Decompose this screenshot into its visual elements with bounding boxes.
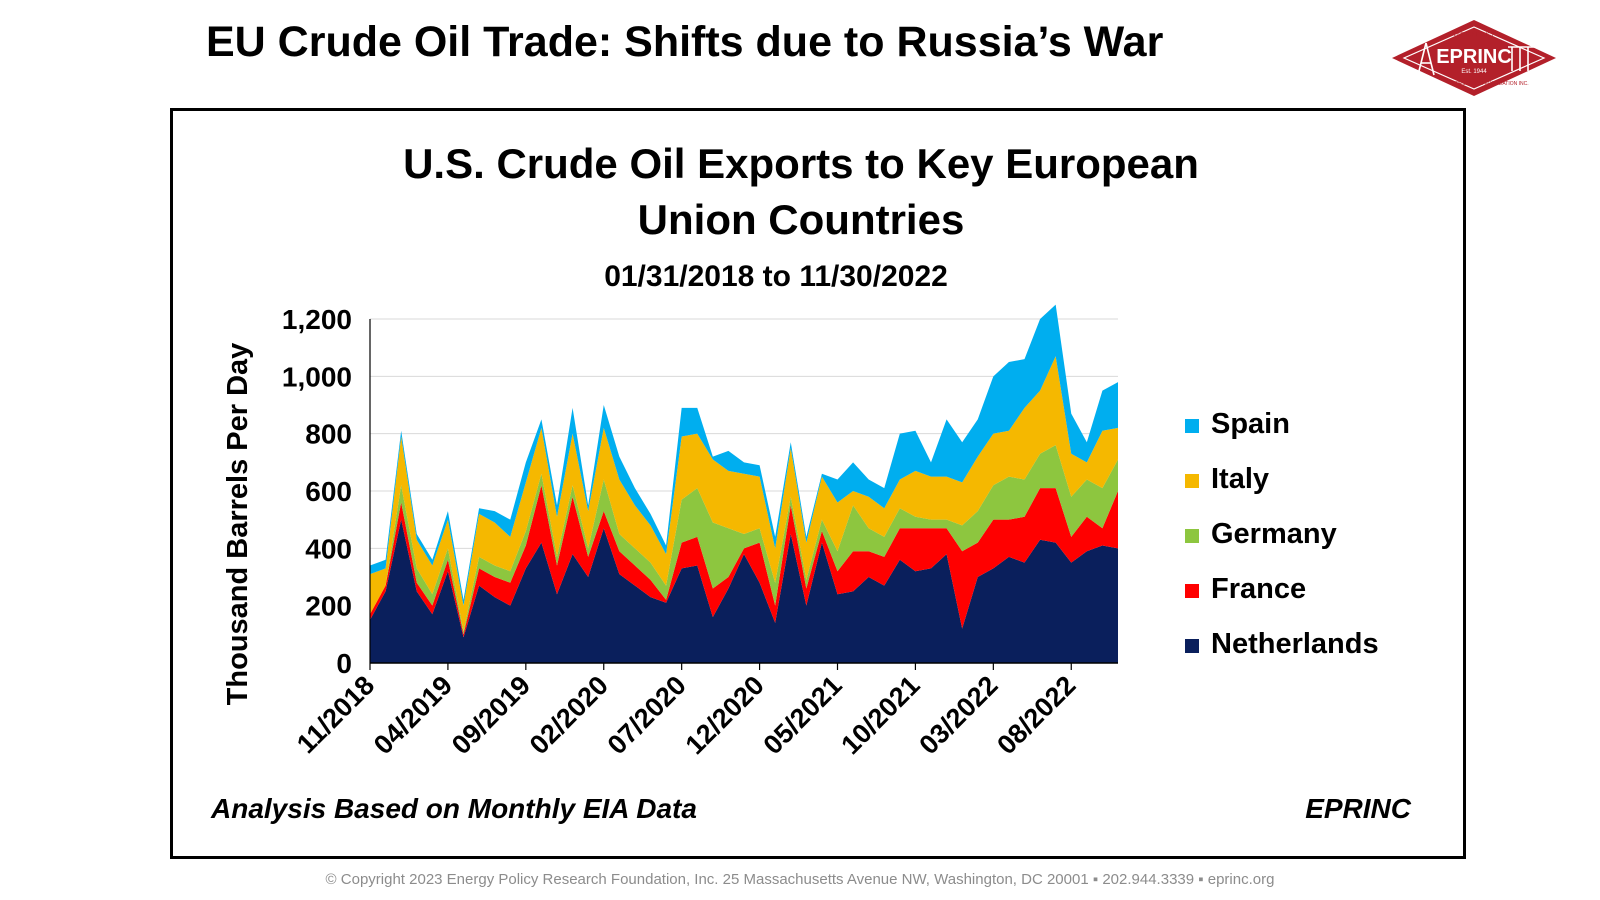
logo-wordmark: EPRINC <box>1436 46 1512 68</box>
legend-swatch-france <box>1185 584 1199 598</box>
y-tick-label: 400 <box>305 533 352 564</box>
x-tick-label: 12/2020 <box>680 670 770 760</box>
x-tick-label: 02/2020 <box>524 670 614 760</box>
y-axis-label: Thousand Barrels Per Day <box>222 343 254 706</box>
x-tick-label: 04/2019 <box>368 670 458 760</box>
logo-ring-bottom: RESEARCH FOUNDATION INC. <box>1455 81 1528 87</box>
legend-swatch-netherlands <box>1185 639 1199 653</box>
x-tick-label: 09/2019 <box>446 670 536 760</box>
legend-label-netherlands: Netherlands <box>1211 628 1379 660</box>
logo-ring-top: ENERGY POLICY <box>1454 32 1495 38</box>
brand-label: EPRINC <box>1305 793 1412 824</box>
eprinc-logo: EPRINC Est. 1944 ENERGY POLICY RESEARCH … <box>1388 17 1560 104</box>
x-tick-label: 07/2020 <box>602 670 692 760</box>
chart-title-line-1: U.S. Crude Oil Exports to Key European <box>403 140 1199 187</box>
series-area-italy <box>370 356 1118 632</box>
x-tick-label: 08/2022 <box>991 670 1081 760</box>
legend-label-spain: Spain <box>1211 408 1290 440</box>
legend-swatch-spain <box>1185 419 1199 433</box>
series-area-france <box>370 485 1118 638</box>
y-tick-label: 1,200 <box>282 304 352 335</box>
slide-title: EU Crude Oil Trade: Shifts due to Russia… <box>206 18 1164 66</box>
legend-label-italy: Italy <box>1211 463 1269 495</box>
x-tick-label: 10/2021 <box>835 670 925 760</box>
chart-subtitle: 01/31/2018 to 11/30/2022 <box>604 260 948 293</box>
y-tick-label: 800 <box>305 419 352 450</box>
logo-established: Est. 1944 <box>1461 69 1487 75</box>
series-area-germany <box>370 445 1118 635</box>
stacked-area-chart: U.S. Crude Oil Exports to Key European U… <box>210 140 1412 824</box>
legend-swatch-italy <box>1185 474 1199 488</box>
legend-label-germany: Germany <box>1211 518 1337 550</box>
y-tick-label: 200 <box>305 591 352 622</box>
x-tick-label: 05/2021 <box>758 670 848 760</box>
area-series <box>370 304 1118 663</box>
y-tick-label: 0 <box>336 648 352 679</box>
legend-label-france: France <box>1211 573 1306 605</box>
chart-frame: U.S. Crude Oil Exports to Key European U… <box>170 108 1466 859</box>
x-tick-label: 03/2022 <box>913 670 1003 760</box>
y-tick-label: 600 <box>305 476 352 507</box>
legend: Spain Italy Germany France Netherlands <box>1185 408 1379 660</box>
chart-title-line-2: Union Countries <box>638 196 965 243</box>
legend-swatch-germany <box>1185 529 1199 543</box>
analysis-note: Analysis Based on Monthly EIA Data <box>210 793 697 824</box>
series-area-spain <box>370 304 1118 606</box>
y-tick-label: 1,000 <box>282 361 352 392</box>
series-area-netherlands <box>370 519 1118 663</box>
footer-copyright: © Copyright 2023 Energy Policy Research … <box>325 871 1275 888</box>
x-tick-label: 11/2018 <box>291 670 380 759</box>
eprinc-logo-mark: EPRINC Est. 1944 ENERGY POLICY RESEARCH … <box>1392 20 1556 96</box>
